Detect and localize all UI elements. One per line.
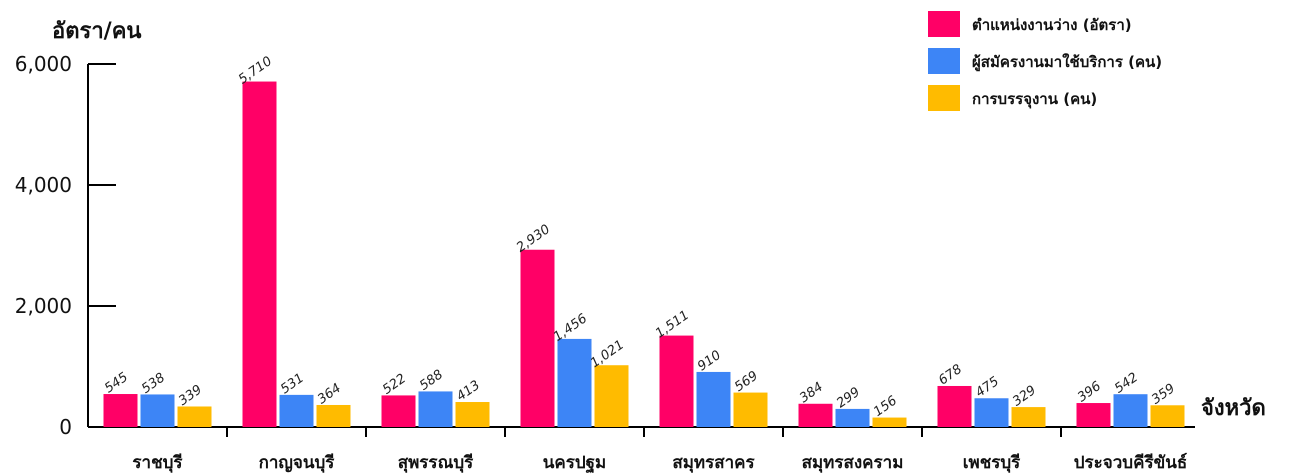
data-label: 359 xyxy=(1149,381,1178,408)
data-label: 475 xyxy=(973,374,1002,401)
bar xyxy=(418,391,453,427)
data-label: 538 xyxy=(139,370,168,397)
bar xyxy=(937,385,972,427)
data-label: 299 xyxy=(834,385,863,412)
data-label: 588 xyxy=(417,367,446,394)
x-tick-label: สุพรรณบุรี xyxy=(398,452,474,473)
data-label: 542 xyxy=(1112,370,1141,397)
x-tick-label: กาญจนบุรี xyxy=(259,452,336,473)
bar xyxy=(520,249,555,427)
data-label: 522 xyxy=(380,371,409,398)
legend-swatch xyxy=(928,11,960,37)
bar xyxy=(696,371,731,427)
bar xyxy=(594,365,629,427)
data-label: 396 xyxy=(1075,379,1104,406)
bar xyxy=(733,392,768,427)
legend-label: การบรรจุงาน (คน) xyxy=(972,90,1097,109)
bar xyxy=(557,338,592,427)
data-label: 545 xyxy=(102,370,131,397)
legend-label: ผู้สมัครงานมาใช้บริการ (คน) xyxy=(972,53,1162,72)
data-label: 329 xyxy=(1010,383,1039,410)
data-label: 910 xyxy=(695,348,724,375)
bar xyxy=(103,394,138,427)
bar xyxy=(1150,405,1185,427)
legend-swatch xyxy=(928,48,960,74)
data-label: 569 xyxy=(732,368,761,395)
bar xyxy=(279,394,314,427)
legend-swatch xyxy=(928,85,960,111)
bar xyxy=(1011,407,1046,427)
bar xyxy=(659,335,694,427)
bar xyxy=(1076,403,1111,427)
data-label: 364 xyxy=(315,381,344,408)
bar xyxy=(381,395,416,427)
bar xyxy=(242,81,277,428)
y-tick-label: 0 xyxy=(59,415,72,439)
x-axis-title: จังหวัด xyxy=(1201,396,1266,421)
bar xyxy=(1113,394,1148,427)
bar xyxy=(872,417,907,427)
y-axis-title: อัตรา/คน xyxy=(52,19,141,44)
x-tick-label: นครปฐม xyxy=(543,453,607,474)
y-tick-label: 6,000 xyxy=(15,52,72,76)
data-label: 531 xyxy=(278,371,307,398)
x-tick-label: สมุทรสาคร xyxy=(672,453,755,473)
data-label: 678 xyxy=(936,362,965,389)
bar xyxy=(177,406,212,427)
data-label: 339 xyxy=(176,382,205,409)
bar xyxy=(835,408,870,427)
data-label: 413 xyxy=(454,378,483,405)
x-tick-label: เพชรบุรี xyxy=(963,452,1021,473)
y-tick-label: 2,000 xyxy=(15,294,72,318)
x-tick-label: สมุทรสงคราม xyxy=(802,453,904,473)
data-label: 384 xyxy=(797,380,826,407)
x-tick-label: ราชบุรี xyxy=(132,452,183,473)
y-tick-label: 4,000 xyxy=(15,173,72,197)
bar xyxy=(140,394,175,427)
x-tick-label: ประจวบคีรีขันธ์ xyxy=(1074,452,1187,473)
data-label: 156 xyxy=(871,393,900,420)
legend-label: ตำแหน่งงานว่าง (อัตรา) xyxy=(972,16,1132,34)
bar xyxy=(974,398,1009,427)
bar xyxy=(316,404,351,427)
bar xyxy=(798,403,833,427)
bar xyxy=(455,402,490,427)
